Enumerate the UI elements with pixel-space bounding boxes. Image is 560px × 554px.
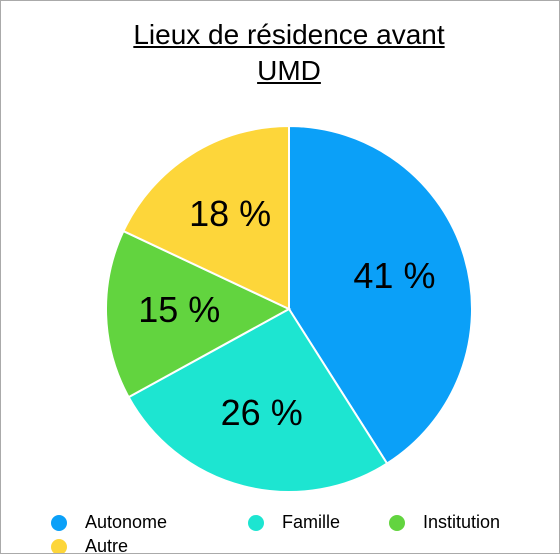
pie-slice xyxy=(122,124,290,311)
slice-label: 18 % xyxy=(189,193,271,234)
legend-label: Institution xyxy=(423,512,500,532)
legend-marker xyxy=(51,515,67,531)
chart-title: Lieux de résidence avant UMD xyxy=(133,19,445,86)
slice-label: 26 % xyxy=(221,392,303,433)
legend-label: Famille xyxy=(282,512,340,532)
legend-label: Autonome xyxy=(85,512,167,532)
pie-slice xyxy=(127,307,389,493)
legend-marker xyxy=(389,515,405,531)
legend-marker xyxy=(51,539,67,553)
legend-marker xyxy=(248,515,264,531)
slice-label: 15 % xyxy=(138,289,220,330)
slice-label: 41 % xyxy=(353,255,435,296)
pie-slice xyxy=(288,124,473,465)
legend-label: Autre xyxy=(85,536,128,553)
pie-slice xyxy=(105,229,292,399)
